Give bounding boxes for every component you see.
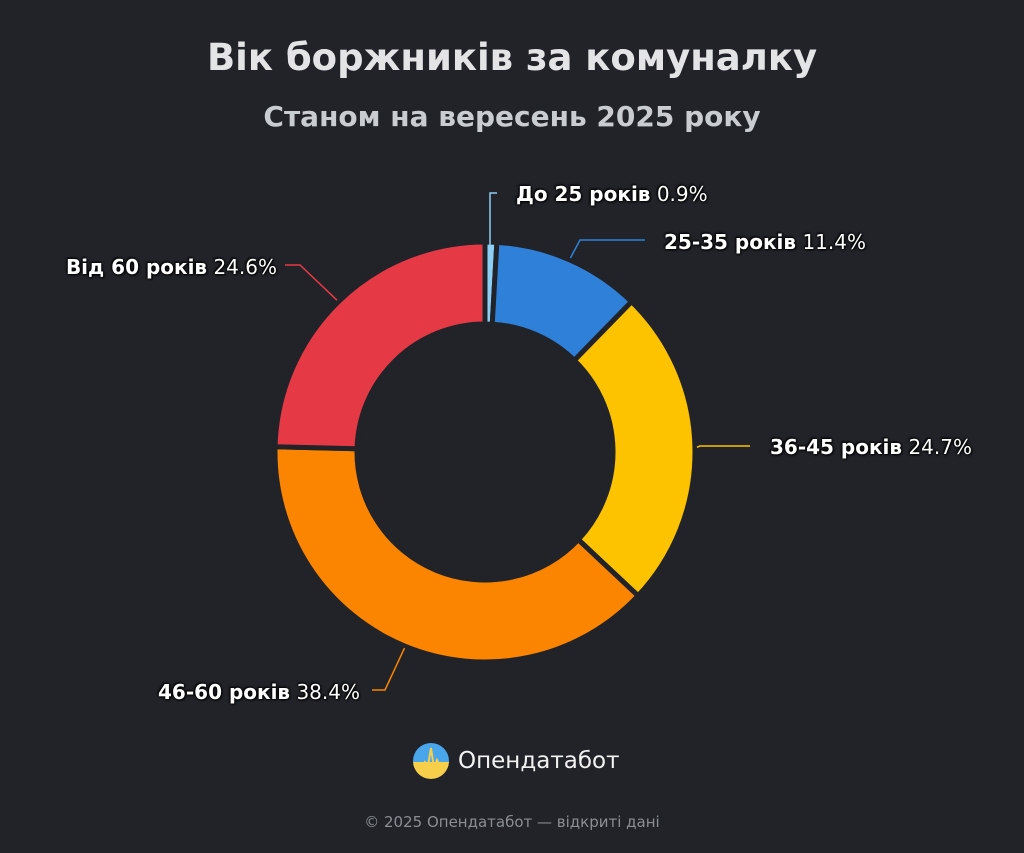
brand: Опендатабот bbox=[412, 742, 619, 780]
slice-label-25-35: 25-35 років 11.4% bbox=[664, 230, 866, 254]
slice-label-under-25: До 25 років 0.9% bbox=[516, 182, 708, 206]
opendatabot-logo-icon bbox=[413, 743, 449, 779]
slice-46-60[interactable] bbox=[272, 444, 641, 665]
leader-line-under-25 bbox=[489, 192, 497, 250]
slice-over-60[interactable] bbox=[272, 239, 488, 452]
leader-line-36-45 bbox=[696, 445, 750, 449]
slice-label-36-45: 36-45 років 24.7% bbox=[770, 435, 972, 459]
chart-title: Вік боржників за комуналку bbox=[206, 36, 818, 79]
slice-36-45[interactable] bbox=[571, 299, 698, 599]
leader-line-over-60 bbox=[285, 264, 338, 301]
slice-label-46-60: 46-60 років 38.4% bbox=[158, 680, 360, 704]
leader-line-25-35 bbox=[569, 239, 645, 259]
slice-label-over-60: Від 60 років 24.6% bbox=[65, 255, 277, 279]
chart-subtitle: Станом на вересень 2025 року bbox=[263, 100, 761, 133]
footer-copyright: © 2025 Опендатабот — відкриті дані bbox=[364, 813, 660, 831]
leader-line-46-60 bbox=[372, 647, 406, 691]
brand-name: Опендатабот bbox=[458, 748, 620, 774]
